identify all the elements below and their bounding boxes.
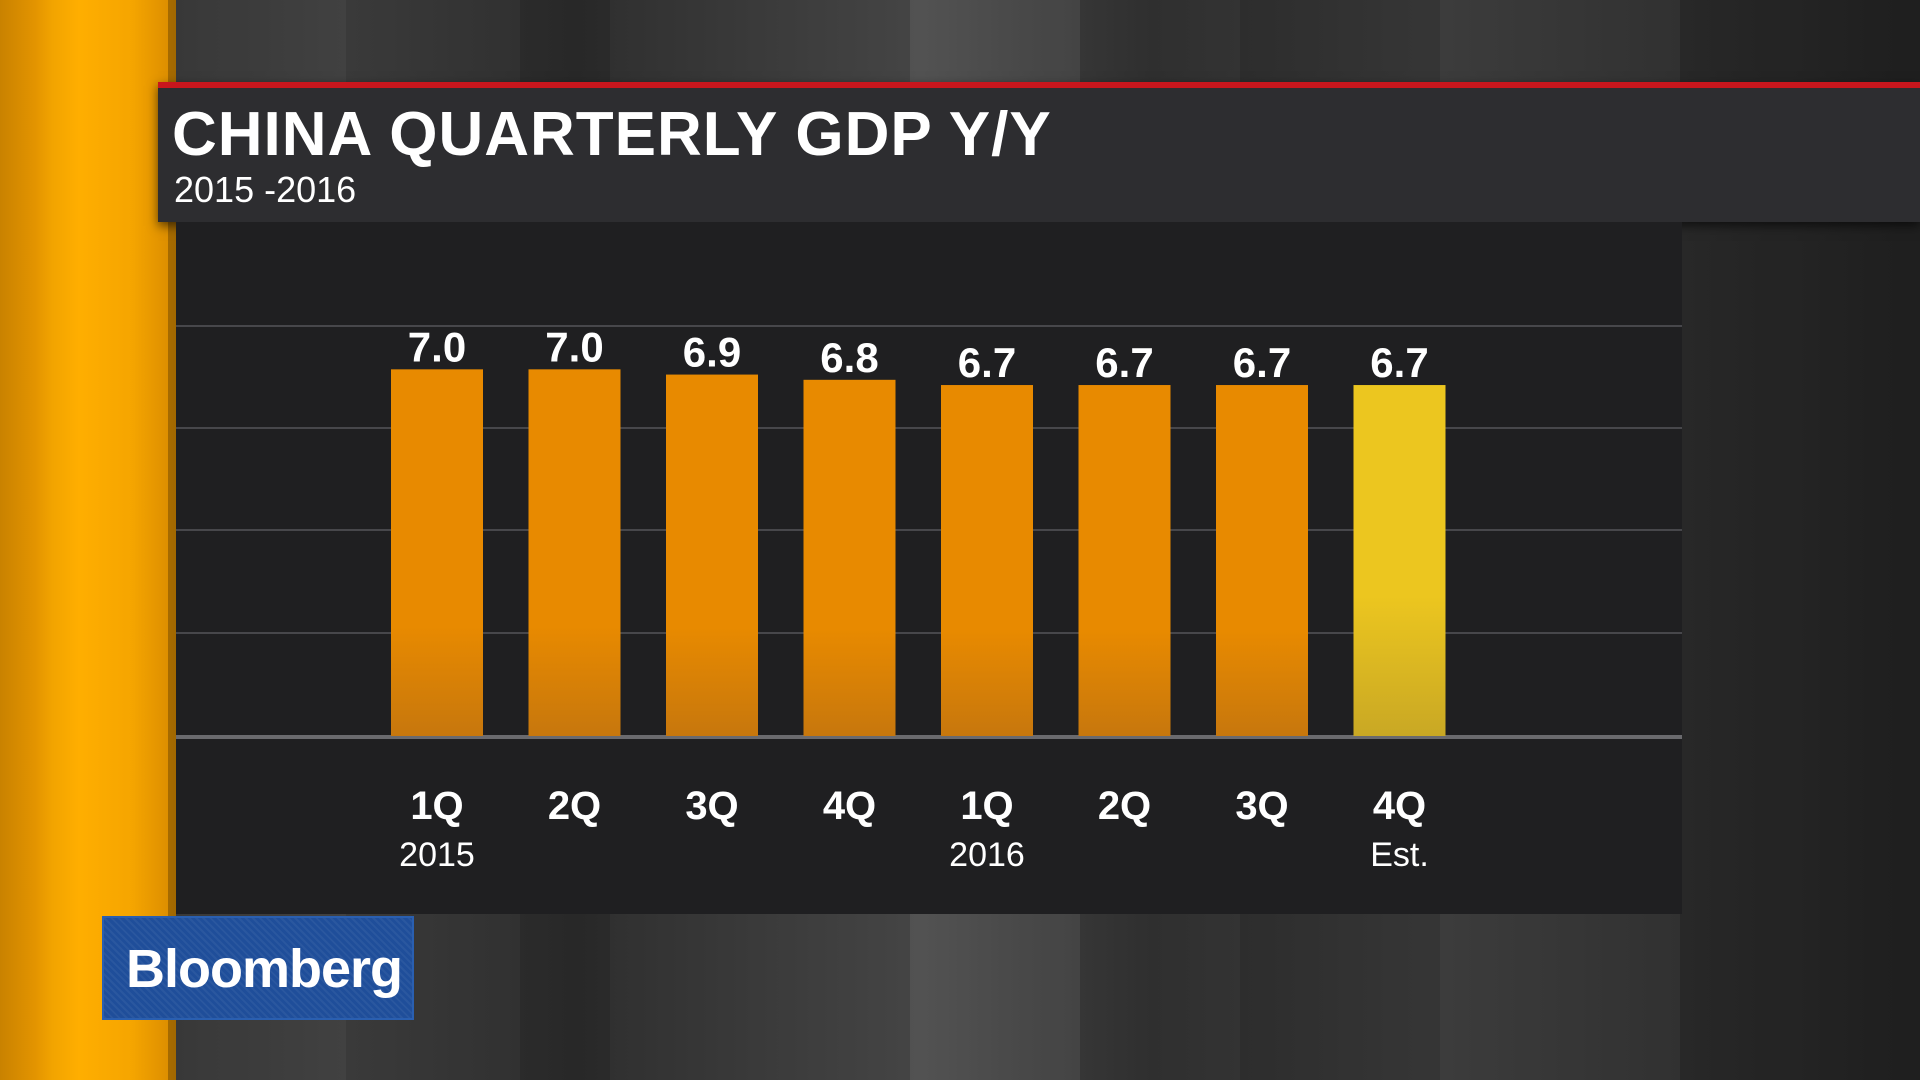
bar <box>1078 385 1171 736</box>
bar-value-label: 6.7 <box>958 339 1016 386</box>
logo-text: Bloomberg <box>126 939 403 999</box>
category-sublabel: 2015 <box>399 836 475 874</box>
bar-chart: 7.0 1Q 2015 7.0 2Q 6.9 3Q 6.8 4Q 6.7 1Q 2016 6.7 2Q 6.… <box>176 323 1682 874</box>
orange-side-stripe <box>0 0 176 1080</box>
bar-value-label: 6.7 <box>1370 339 1428 386</box>
bar-value-label: 6.8 <box>820 334 878 381</box>
bar <box>391 369 483 736</box>
category-sublabel: 2016 <box>949 836 1025 874</box>
bloomberg-logo: Bloomberg <box>102 916 414 1020</box>
category-label: 4Q <box>823 784 876 828</box>
category-label: 1Q <box>410 784 463 828</box>
chart-subtitle: 2015 -2016 <box>174 169 357 210</box>
bar-value-label: 7.0 <box>408 323 466 370</box>
bar-value-label: 7.0 <box>545 323 603 370</box>
category-label: 2Q <box>1098 784 1151 828</box>
category-label: 1Q <box>960 784 1013 828</box>
bar <box>941 385 1033 736</box>
bar <box>1216 385 1308 736</box>
category-label: 3Q <box>685 784 738 828</box>
chart-panel: 7.0 1Q 2015 7.0 2Q 6.9 3Q 6.8 4Q 6.7 1Q 2016 6.7 2Q 6.… <box>176 222 1682 914</box>
bar <box>528 369 621 736</box>
category-sublabel: Est. <box>1370 836 1429 874</box>
bar <box>803 379 896 736</box>
labels: 7.0 1Q 2015 7.0 2Q 6.9 3Q 6.8 4Q 6.7 1Q 2016 6.7 2Q 6.… <box>399 323 1429 874</box>
bar-value-label: 6.7 <box>1095 339 1153 386</box>
title-bar: CHINA QUARTERLY GDP Y/Y 2015 -2016 <box>158 82 1920 222</box>
bar-value-label: 6.9 <box>683 329 741 376</box>
chart-title: CHINA QUARTERLY GDP Y/Y <box>172 100 1052 169</box>
bar <box>666 374 758 736</box>
estimate-bar <box>1353 385 1446 736</box>
category-label: 4Q <box>1373 784 1426 828</box>
category-label: 2Q <box>548 784 601 828</box>
category-label: 3Q <box>1235 784 1288 828</box>
bar-value-label: 6.7 <box>1233 339 1291 386</box>
bars <box>391 369 1446 736</box>
